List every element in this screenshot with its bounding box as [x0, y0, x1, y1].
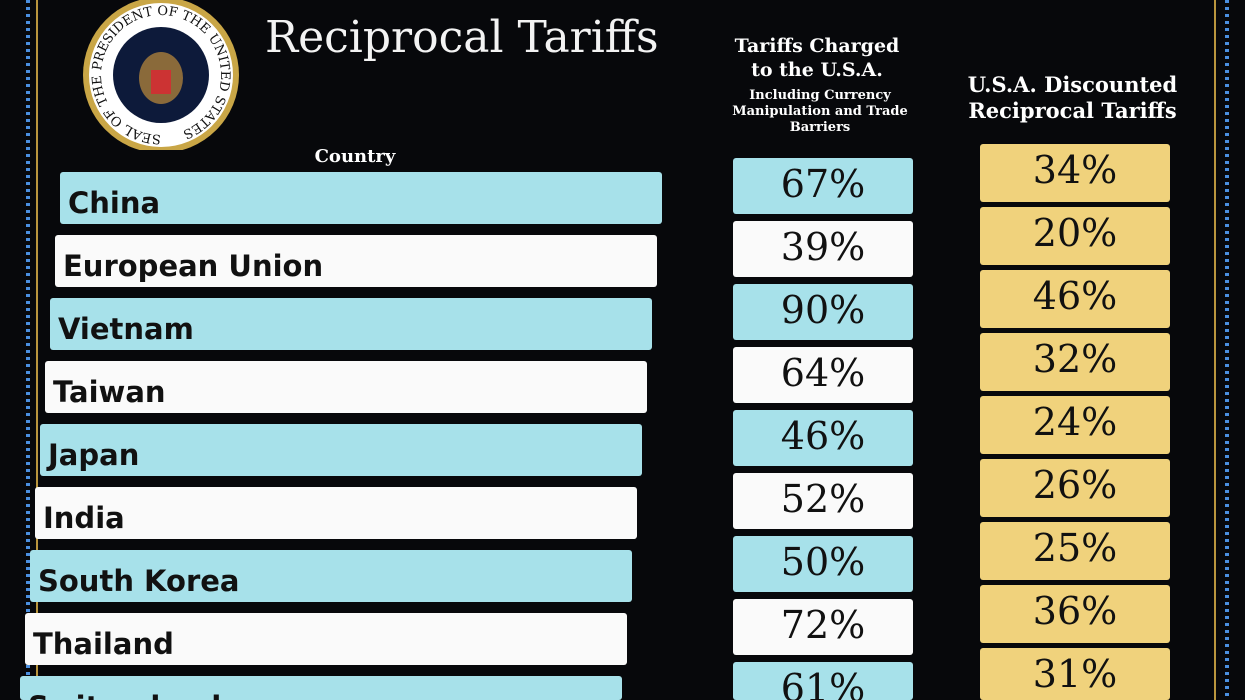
column-subheader: Including Currency Manipulation and Trad…: [732, 88, 908, 135]
charged-cell: 52%: [733, 473, 913, 529]
reciprocal-cell: 46%: [980, 270, 1170, 328]
country-cell: South Korea: [30, 550, 632, 602]
reciprocal-cell: 26%: [980, 459, 1170, 517]
charged-cell: 64%: [733, 347, 913, 403]
country-cell: Taiwan: [45, 361, 647, 413]
border-line: [1214, 0, 1216, 700]
reciprocal-cell: 32%: [980, 333, 1170, 391]
country-cell: Switzerland: [20, 676, 622, 700]
reciprocal-cell: 31%: [980, 648, 1170, 700]
country-cell: Japan: [40, 424, 642, 476]
reciprocal-cell: 20%: [980, 207, 1170, 265]
country-cell: Vietnam: [50, 298, 652, 350]
border-dots: [1225, 0, 1229, 700]
reciprocal-cell: 24%: [980, 396, 1170, 454]
column-header: Country: [314, 146, 396, 167]
seal-shield: [151, 70, 171, 94]
charged-cell: 61%: [733, 662, 913, 700]
reciprocal-cell: 25%: [980, 522, 1170, 580]
country-cell: European Union: [55, 235, 657, 287]
title: Reciprocal Tariffs: [265, 12, 659, 63]
column-header: Tariffs Charged to the U.S.A.: [734, 35, 900, 81]
reciprocal-cell: 34%: [980, 144, 1170, 202]
seal: SEAL OF THE PRESIDENT OF THE UNITED STAT…: [83, 0, 239, 150]
charged-cell: 39%: [733, 221, 913, 277]
border-dots: [26, 0, 30, 700]
column-header: U.S.A. Discounted Reciprocal Tariffs: [967, 72, 1178, 123]
border-line: [36, 0, 38, 700]
charged-cell: 50%: [733, 536, 913, 592]
country-cell: Thailand: [25, 613, 627, 665]
country-cell: India: [35, 487, 637, 539]
charged-cell: 46%: [733, 410, 913, 466]
charged-cell: 90%: [733, 284, 913, 340]
country-cell: China: [60, 172, 662, 224]
charged-cell: 67%: [733, 158, 913, 214]
charged-cell: 72%: [733, 599, 913, 655]
reciprocal-cell: 36%: [980, 585, 1170, 643]
